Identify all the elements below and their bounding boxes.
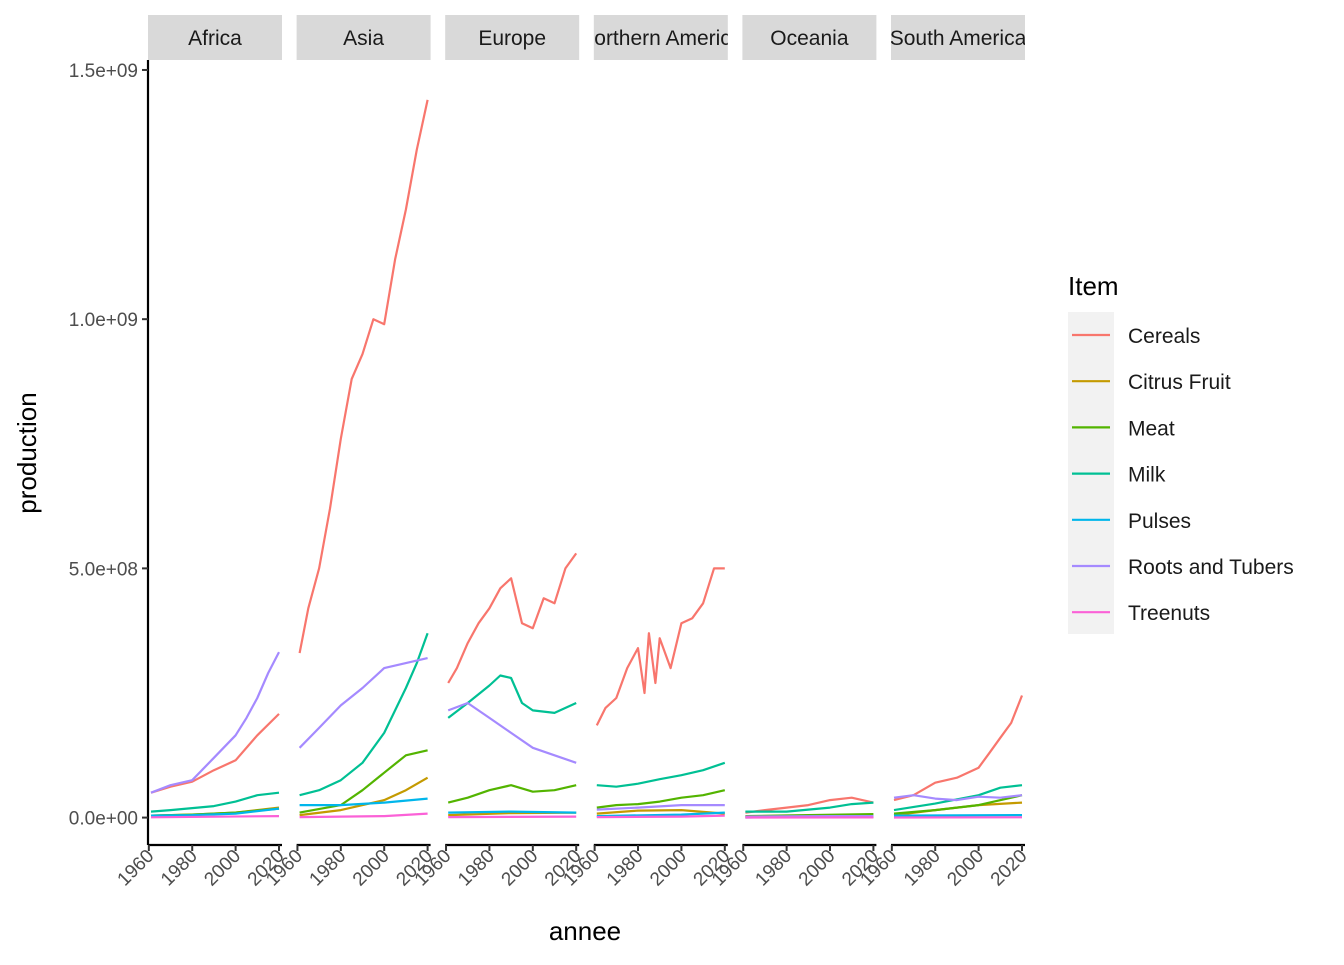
series-line-citrus-fruit (894, 803, 1022, 816)
series-line-meat (448, 785, 576, 802)
series-line-treenuts (300, 814, 428, 818)
x-tick-label: 1980 (751, 846, 796, 891)
series-line-milk (597, 763, 725, 787)
y-tick-label: 1.5e+09 (69, 61, 138, 82)
x-tick-label: 2020 (987, 846, 1032, 891)
legend-label: Milk (1128, 464, 1166, 487)
x-tick-label: 1980 (157, 846, 202, 891)
facet-strip-label: Europe (478, 27, 546, 50)
x-tick-label: 1960 (114, 846, 159, 891)
series-line-milk (448, 676, 576, 718)
x-tick-label: 2000 (200, 846, 245, 891)
series-line-roots-and-tubers (300, 658, 428, 748)
facet-strip-label: Africa (188, 27, 242, 50)
legend-title: Item (1068, 271, 1119, 301)
series-line-cereals (597, 568, 725, 725)
y-tick-label: 1.0e+09 (69, 310, 138, 331)
x-tick-label: 2000 (646, 846, 691, 891)
legend-label: Roots and Tubers (1128, 556, 1294, 579)
x-tick-label: 1980 (900, 846, 945, 891)
legend-label: Citrus Fruit (1128, 371, 1231, 394)
x-axis-title: annee (549, 916, 621, 946)
x-tick-label: 2000 (349, 846, 394, 891)
x-tick-label: 1980 (454, 846, 499, 891)
y-tick-label: 5.0e+08 (69, 559, 138, 580)
series-line-pulses (894, 815, 1022, 816)
facet-strip-label: Asia (343, 27, 384, 50)
x-tick-label: 1980 (306, 846, 351, 891)
series-line-pulses (300, 799, 428, 806)
y-tick-label: 0.0e+00 (69, 809, 138, 830)
facet-strip-label: Northern America (579, 27, 743, 50)
facet-strip-label: South America (890, 27, 1027, 50)
series-line-cereals (151, 714, 279, 793)
y-axis: 0.0e+00 5.0e+08 1.0e+09 1.5e+09 (69, 60, 148, 845)
x-tick-label: 2000 (943, 846, 988, 891)
facet-panels: Africa1960198020002020Asia19601980200020… (114, 15, 1032, 890)
series-line-treenuts (448, 817, 576, 818)
legend-label: Pulses (1128, 510, 1191, 533)
x-tick-label: 1980 (603, 846, 648, 891)
y-axis-title: production (12, 392, 42, 513)
series-line-treenuts (151, 816, 279, 817)
legend-label: Treenuts (1128, 602, 1210, 625)
series-line-cereals (894, 696, 1022, 801)
series-line-cereals (300, 100, 428, 653)
series-line-cereals (448, 553, 576, 683)
x-tick-label: 2000 (795, 846, 840, 891)
legend: Item Cereals Citrus Fruit Meat Milk Pulses Ro… (1068, 271, 1294, 634)
facet-strip-label: Oceania (770, 27, 849, 50)
legend-label: Cereals (1128, 325, 1200, 348)
series-line-pulses (448, 812, 576, 813)
series-line-roots-and-tubers (151, 652, 279, 793)
x-tick-label: 2000 (498, 846, 543, 891)
series-line-milk (300, 633, 428, 795)
legend-label: Meat (1128, 417, 1175, 440)
